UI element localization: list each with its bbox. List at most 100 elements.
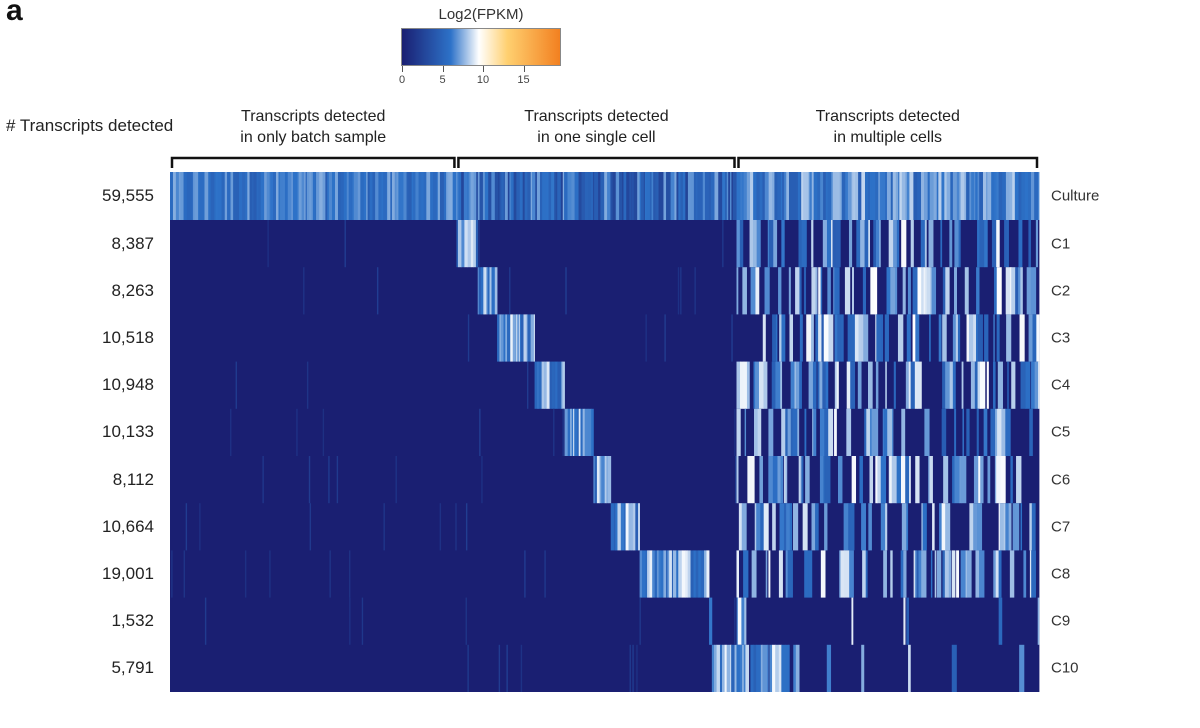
heatmap-cell [1038,361,1040,409]
heatmap-cell [781,220,785,268]
heatmap-cell [929,172,935,220]
transcript-count: 10,948 [102,375,154,395]
heatmap-cell [400,172,404,220]
heatmap-cell [916,361,922,409]
heatmap-cell [660,550,664,598]
heatmap-cell [843,503,849,551]
heatmap-cell [680,267,682,315]
heatmap-cell [917,172,922,220]
heatmap-cell [750,267,756,315]
heatmap-cell [702,172,706,220]
heatmap-cell [267,220,269,268]
heatmap-cell [880,172,884,220]
heatmap-cell [470,220,474,268]
heatmap-cell [893,361,896,409]
heatmap-cell [353,172,359,220]
heatmap-cell [452,172,457,220]
heatmap-cell [976,408,979,456]
heatmap-cell [903,597,906,645]
heatmap-cell [519,314,522,362]
heatmap-cell [768,456,774,504]
heatmap-cell [983,408,988,456]
heatmap-cell [998,172,1003,220]
heatmap-cell [617,503,622,551]
heatmap-cell [875,361,879,409]
heatmap-cell [997,408,1002,456]
heatmap-cell [253,172,258,220]
heatmap-cell [349,550,351,598]
heatmap-cell [1034,361,1039,409]
heatmap-cell [1005,172,1010,220]
heatmap-cell [367,172,371,220]
heatmap-cell [287,172,292,220]
heatmap-cell [280,172,285,220]
y-axis-title: # Transcripts detected [6,116,174,135]
heatmap-cell [768,550,771,598]
heatmap-cell [551,361,555,409]
heatmap-cell [344,220,346,268]
heatmap-cell [473,220,477,268]
colorbar-tick [402,66,403,72]
heatmap-cell [1030,267,1037,315]
heatmap-cell [759,456,763,504]
heatmap-cell [763,361,768,409]
heatmap-cell [865,172,869,220]
heatmap-cell [823,172,827,220]
heatmap-cell [601,456,606,504]
heatmap-cell [562,172,565,220]
heatmap-cell [960,172,965,220]
heatmap-cell [312,172,316,220]
group-label-line: in one single cell [537,129,656,146]
heatmap-cell [890,267,896,315]
heatmap-cell [979,220,985,268]
heatmap-cell [991,172,995,220]
heatmap-cell [714,644,717,692]
heatmap-cell [860,314,864,362]
heatmap-cell [517,314,520,362]
heatmap-cell [639,172,642,220]
heatmap-cell [905,361,910,409]
heatmap-cell [204,597,207,645]
heatmap-cell [836,361,839,409]
heatmap-cell [458,172,462,220]
heatmap-cell [741,644,745,692]
heatmap-cell [885,503,888,551]
heatmap-cell [343,172,348,220]
heatmap-cell [890,550,893,598]
heatmap-cell [649,172,652,220]
heatmap-cell [1019,314,1025,362]
heatmap-cell [227,172,231,220]
heatmap-cell [821,314,825,362]
heatmap-cell [1000,456,1006,504]
heatmap-cell [378,172,382,220]
heatmap-cell [786,503,791,551]
heatmap-cell [479,172,484,220]
heatmap-cell [741,597,745,645]
heatmap-cell [484,172,489,220]
heatmap-cell [799,314,803,362]
heatmap-cell [1001,408,1006,456]
heatmap-cell [693,550,697,598]
heatmap-cell [741,503,747,551]
heatmap-cell [224,172,228,220]
heatmap-cell [678,550,683,598]
heatmap-cell [1032,314,1037,362]
heatmap-cell [725,644,728,692]
heatmap-cell [655,550,658,598]
heatmap-cell [390,172,393,220]
heatmap-cell [507,172,510,220]
heatmap-cell [518,314,521,362]
heatmap-cell [723,644,726,692]
heatmap-cell [305,172,308,220]
heatmap-cell [942,550,946,598]
heatmap-cell [886,172,892,220]
heatmap-cell [591,172,594,220]
group-label-line: in multiple cells [833,129,942,146]
heatmap-cell [877,456,882,504]
heatmap-cell [488,172,492,220]
transcript-count: 59,555 [102,186,154,205]
heatmap-cell [864,220,869,268]
heatmap-cell [726,644,731,692]
heatmap-cell [546,361,550,409]
heatmap-cell [230,172,234,220]
